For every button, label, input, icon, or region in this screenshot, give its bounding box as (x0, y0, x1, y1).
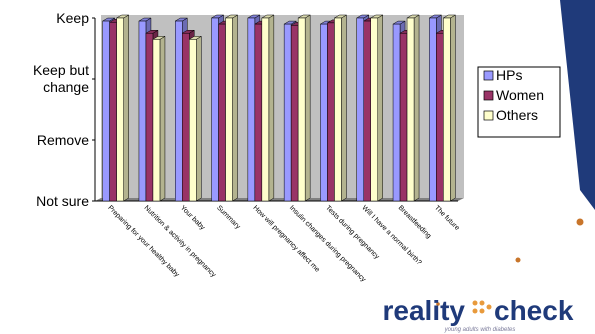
bar-front (102, 20, 110, 202)
bar-front (116, 17, 124, 202)
logo: reality check young adults with diabetes (383, 295, 574, 333)
bar-7-others (333, 14, 348, 202)
bars-group (101, 14, 457, 202)
logo-dot (486, 304, 492, 310)
y-tick-label: Remove (37, 132, 89, 148)
bar-side (377, 14, 383, 202)
bar-front (211, 17, 219, 202)
logo-dot (479, 300, 485, 306)
bar-front (254, 23, 263, 202)
y-tick-label: Keep (56, 10, 89, 26)
bar-front (429, 17, 437, 202)
legend-swatch-others (483, 110, 494, 121)
bar-side (196, 35, 202, 202)
bar-side (232, 14, 238, 202)
x-tick-label: Nutrition & activity in pregnancy (143, 204, 218, 279)
bar-front (145, 33, 154, 202)
y-tick-label: Not sure (36, 193, 89, 209)
bar-6-others (297, 14, 312, 202)
legend-label-women: Women (496, 87, 544, 103)
x-tick-label: Summary (215, 204, 241, 230)
bar-9-others (406, 14, 420, 202)
bar-front (392, 23, 401, 202)
decor-dot (576, 218, 584, 226)
bar-front (109, 22, 117, 202)
bar-front (334, 17, 342, 202)
logo-tagline: young adults with diabetes (444, 327, 516, 333)
logo-word-reality: reality (383, 295, 466, 326)
bar-front (283, 23, 292, 202)
bar-front (436, 33, 444, 202)
bar-front (225, 17, 233, 202)
bar-side (159, 35, 166, 202)
corner-accent (560, 0, 595, 210)
x-tick-label: The future (433, 204, 461, 232)
bar-side (341, 14, 347, 202)
bar-5-others (260, 14, 275, 202)
logo-dot (472, 308, 478, 314)
bar-side (304, 14, 311, 202)
logo-dot (472, 300, 478, 306)
bar-front (356, 17, 364, 202)
y-tick-label: Keep but change (33, 62, 89, 95)
bar-side (268, 14, 275, 202)
logo-word-check: check (494, 295, 574, 326)
bar-front (290, 25, 299, 202)
y-ticks-group: Not sure Remove Keep but change Keep (33, 10, 95, 209)
bar-4-others (224, 14, 239, 202)
logo-dots (472, 300, 492, 314)
bar-front (138, 20, 147, 202)
x-tick-label: Will I have a normal birth? (360, 204, 422, 266)
bar-1-others (115, 14, 130, 202)
bar-front (320, 23, 328, 202)
legend-swatch-hps (483, 70, 494, 81)
bar-8-others (369, 14, 384, 202)
bar-front (218, 23, 226, 202)
bar-10-others (442, 14, 457, 202)
bar-front (406, 17, 415, 202)
bar-side (450, 14, 456, 202)
legend-swatch-women (483, 90, 494, 101)
bar-front (363, 20, 371, 202)
legend-label-others: Others (496, 107, 538, 123)
legend-label-hps: HPs (496, 67, 522, 83)
x-ticks-group: Preparing for your healthy babyNutrition… (106, 204, 460, 283)
bar-front (152, 39, 161, 202)
bar-front (297, 17, 306, 202)
decor-dot (515, 257, 521, 263)
bar-front (370, 17, 378, 202)
x-tick-label: Breastfeeding (397, 204, 433, 240)
bar-front (327, 22, 335, 202)
bar-3-others (188, 35, 203, 202)
bar-front (175, 20, 183, 202)
legend: HPs Women Others (477, 66, 561, 138)
bar-front (399, 33, 408, 202)
x-tick-label: How will pregnancy affect me (251, 204, 320, 273)
bar-front (189, 39, 197, 202)
bar-front (247, 17, 256, 202)
x-tick-label: Your baby (179, 204, 206, 231)
logo-dot (479, 308, 485, 314)
x-tick-label: Insulin changes during pregnancy (288, 204, 367, 283)
x-tick-label: Preparing for your healthy baby (106, 204, 180, 278)
bar-side (123, 14, 129, 202)
bar-2-others (152, 35, 166, 202)
bar-side (413, 14, 420, 202)
decor-dot (436, 302, 440, 306)
bar-front (443, 17, 451, 202)
bar-front (182, 33, 190, 202)
bar-front (261, 17, 270, 202)
